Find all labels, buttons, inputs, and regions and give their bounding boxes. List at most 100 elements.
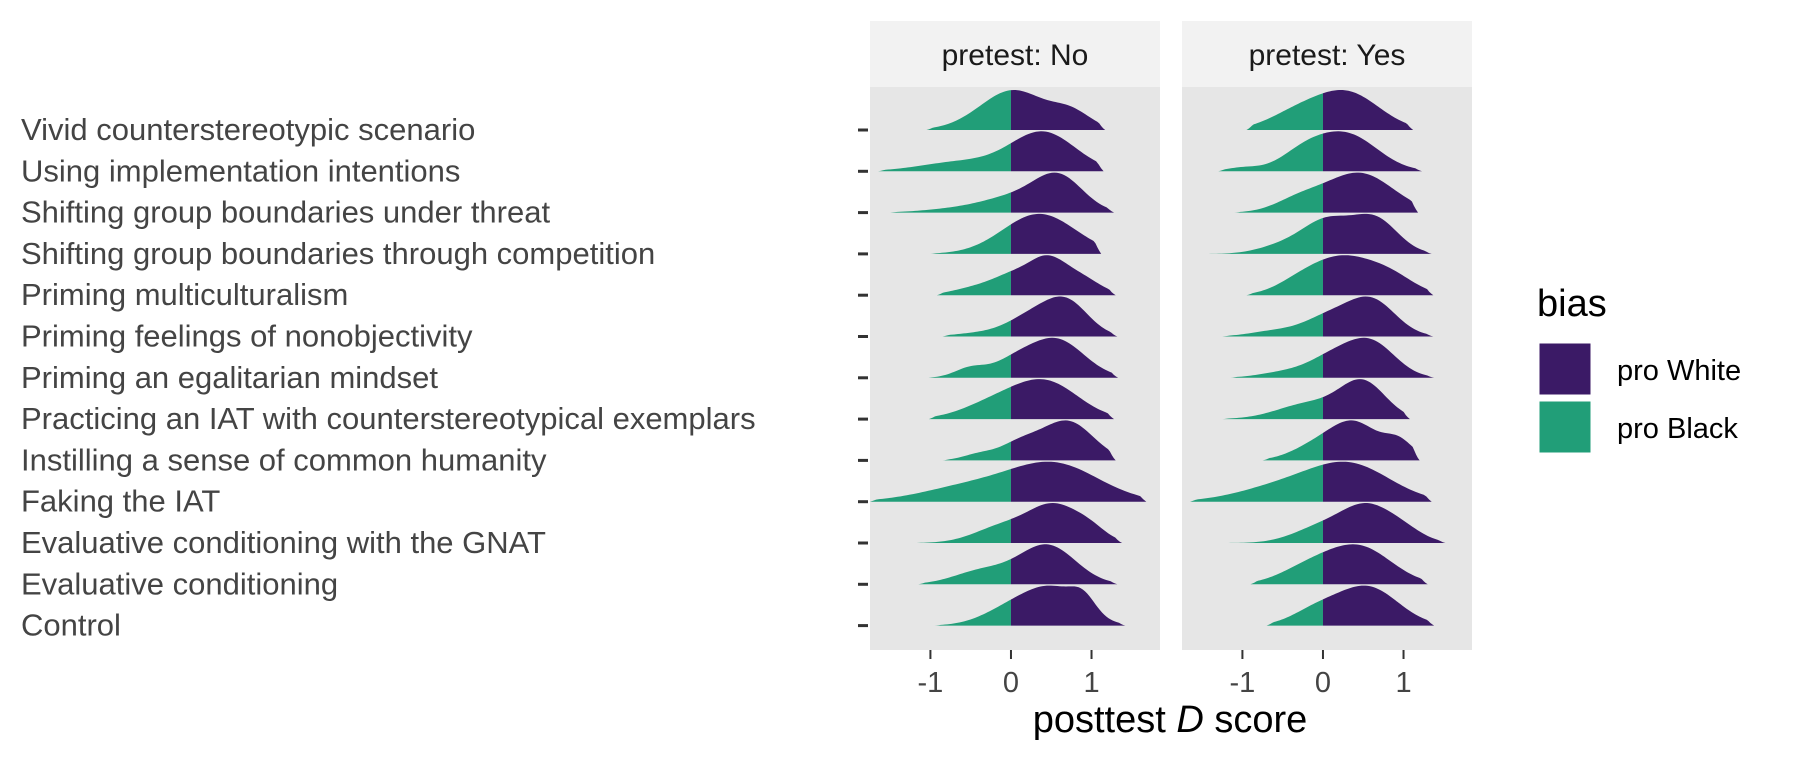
- legend-key-pro-black: [1536, 398, 1594, 456]
- ridge-pro-white-area: [1322, 131, 1423, 172]
- panels-layer: pretest: No -1 0 1 pretest: Yes -1 0 1: [870, 21, 1472, 699]
- category-label-priming-an-egalitarian-mindset: Priming an egalitarian mindset: [21, 360, 438, 395]
- category-label-shifting-group-boundaries-under-threat: Shifting group boundaries under threat: [21, 195, 550, 230]
- ridge-pro-black-area: [926, 354, 1011, 378]
- category-label-shifting-group-boundaries-through-competition: Shifting group boundaries through compet…: [21, 236, 655, 271]
- ridge-pro-white-area: [1010, 131, 1104, 172]
- ridge-evaluative-conditioning: [918, 544, 1118, 585]
- x-tick-label: 0: [1315, 667, 1331, 699]
- legend: bias pro White pro Black: [1536, 283, 1741, 456]
- panel-pretest-no: pretest: No -1 0 1: [870, 21, 1160, 699]
- ridge-pro-white-area: [1322, 503, 1446, 543]
- ridge-pro-black-area: [1230, 354, 1323, 378]
- ridge-priming-feelings-of-nonobjectivity: [942, 296, 1118, 337]
- x-tick-label: 0: [1003, 667, 1019, 699]
- ridge-pro-black-area: [928, 386, 1011, 420]
- ridge-pro-black-area: [1222, 397, 1323, 420]
- ridge-pro-black-area: [878, 143, 1011, 172]
- ridge-pro-white-area: [1322, 420, 1420, 461]
- x-axis-title-part-1: posttest: [1033, 699, 1177, 741]
- ridge-pro-black-area: [1266, 599, 1323, 626]
- ridge-pro-white-area: [1322, 172, 1419, 213]
- ridge-evaluative-conditioning-with-the-gnat: [914, 503, 1123, 543]
- ridge-pro-white-area: [1010, 420, 1116, 461]
- panel-pretest-yes: pretest: Yes -1 0 1: [1182, 21, 1472, 699]
- x-tick-label: 1: [1395, 667, 1411, 699]
- category-label-faking-the-iat: Faking the IAT: [21, 484, 220, 519]
- x-axis-title-part-3: score: [1204, 699, 1307, 741]
- ridge-pro-white-area: [1010, 296, 1118, 337]
- ridge-pro-black-area: [936, 271, 1011, 296]
- ridge-pro-black-area: [1190, 464, 1323, 502]
- ridge-pro-black-area: [1222, 313, 1323, 337]
- ridge-pro-black-area: [1246, 259, 1323, 296]
- category-label-vivid-counterstereotypic-scenario: Vivid counterstereotypic scenario: [21, 112, 475, 147]
- ridge-priming-an-egalitarian-mindset: [1230, 337, 1435, 378]
- strip-label: pretest: No: [942, 39, 1089, 72]
- ridge-pro-white-area: [1010, 503, 1123, 543]
- ridge-pro-black-area: [930, 224, 1011, 254]
- category-label-priming-feelings-of-nonobjectivity: Priming feelings of nonobjectivity: [21, 319, 473, 354]
- ridge-pro-black-area: [1218, 520, 1323, 543]
- ridge-pro-white-area: [1010, 255, 1116, 296]
- category-label-evaluative-conditioning: Evaluative conditioning: [21, 566, 338, 601]
- ridge-pro-white-area: [1322, 255, 1434, 296]
- ridge-pro-white-area: [1010, 90, 1106, 130]
- ridge-pro-black-area: [1246, 93, 1323, 130]
- ridge-pro-black-area: [914, 519, 1011, 543]
- ridge-priming-multiculturalism: [936, 255, 1116, 296]
- ridge-pro-black-area: [870, 469, 1011, 502]
- ridge-control: [1266, 585, 1435, 626]
- ridge-pro-black-area: [918, 558, 1011, 585]
- ridge-pro-white-area: [1322, 90, 1414, 130]
- ridge-pro-black-area: [1262, 432, 1323, 461]
- ridge-pro-white-area: [1010, 379, 1115, 420]
- ridge-practicing-an-iat-with-counterstereotypical-exemplars: [1222, 379, 1410, 420]
- strip-background: [1182, 21, 1472, 87]
- ridge-pro-black-area: [1218, 133, 1323, 172]
- legend-key-pro-white: [1536, 340, 1594, 398]
- ridge-control: [934, 585, 1126, 626]
- ridge-pro-white-area: [1010, 213, 1102, 254]
- category-label-using-implementation-intentions: Using implementation intentions: [21, 153, 460, 188]
- ridge-faking-the-iat: [870, 461, 1147, 502]
- ridge-pro-white-area: [1010, 172, 1115, 213]
- ridge-practicing-an-iat-with-counterstereotypical-exemplars: [928, 379, 1115, 420]
- ridge-priming-multiculturalism: [1246, 255, 1434, 296]
- x-tick-label: -1: [1230, 667, 1256, 699]
- ridge-pro-black-area: [1198, 217, 1323, 254]
- legend-label-pro-black: pro Black: [1617, 413, 1738, 445]
- category-labels: Vivid counterstereotypic scenario Using i…: [21, 112, 868, 643]
- x-tick-label: -1: [918, 667, 944, 699]
- ridge-pro-black-area: [934, 599, 1011, 626]
- ridge-pro-black-area: [926, 90, 1011, 130]
- ridge-evaluative-conditioning: [1250, 544, 1428, 585]
- category-label-control: Control: [21, 608, 121, 643]
- ridge-evaluative-conditioning-with-the-gnat: [1218, 503, 1446, 543]
- ridge-pro-white-area: [1322, 213, 1432, 254]
- ridge-instilling-a-sense-of-common-humanity: [1262, 420, 1420, 461]
- ridge-pro-white-area: [1010, 585, 1126, 626]
- ridge-pro-white-area: [1322, 296, 1434, 337]
- ridge-instilling-a-sense-of-common-humanity: [942, 420, 1116, 461]
- ridge-pro-white-area: [1322, 379, 1410, 420]
- ridge-priming-an-egalitarian-mindset: [926, 337, 1119, 378]
- ridge-pro-white-area: [1010, 544, 1118, 585]
- ridge-faking-the-iat: [1190, 461, 1432, 502]
- ridge-pro-black-area: [1250, 552, 1323, 585]
- ridge-pro-white-area: [1322, 461, 1432, 502]
- category-label-practicing-an-iat-with-counterstereotypical-exemplars: Practicing an IAT with counterstereotypi…: [21, 401, 756, 436]
- ridge-pro-white-area: [1322, 544, 1428, 585]
- ridge-using-implementation-intentions: [1218, 131, 1423, 172]
- x-axis-title-part-2: D: [1176, 699, 1203, 741]
- ridge-pro-black-area: [1234, 183, 1323, 213]
- ridge-vivid-counterstereotypic-scenario: [1246, 90, 1414, 130]
- ridge-pro-black-area: [942, 441, 1011, 461]
- x-tick-label: 1: [1083, 667, 1099, 699]
- ridge-shifting-group-boundaries-through-competition: [1198, 213, 1432, 254]
- category-label-evaluative-conditioning-with-the-gnat: Evaluative conditioning with the GNAT: [21, 525, 546, 560]
- category-label-priming-multiculturalism: Priming multiculturalism: [21, 277, 348, 312]
- ridge-pro-white-area: [1010, 461, 1147, 502]
- legend-title: bias: [1537, 283, 1607, 325]
